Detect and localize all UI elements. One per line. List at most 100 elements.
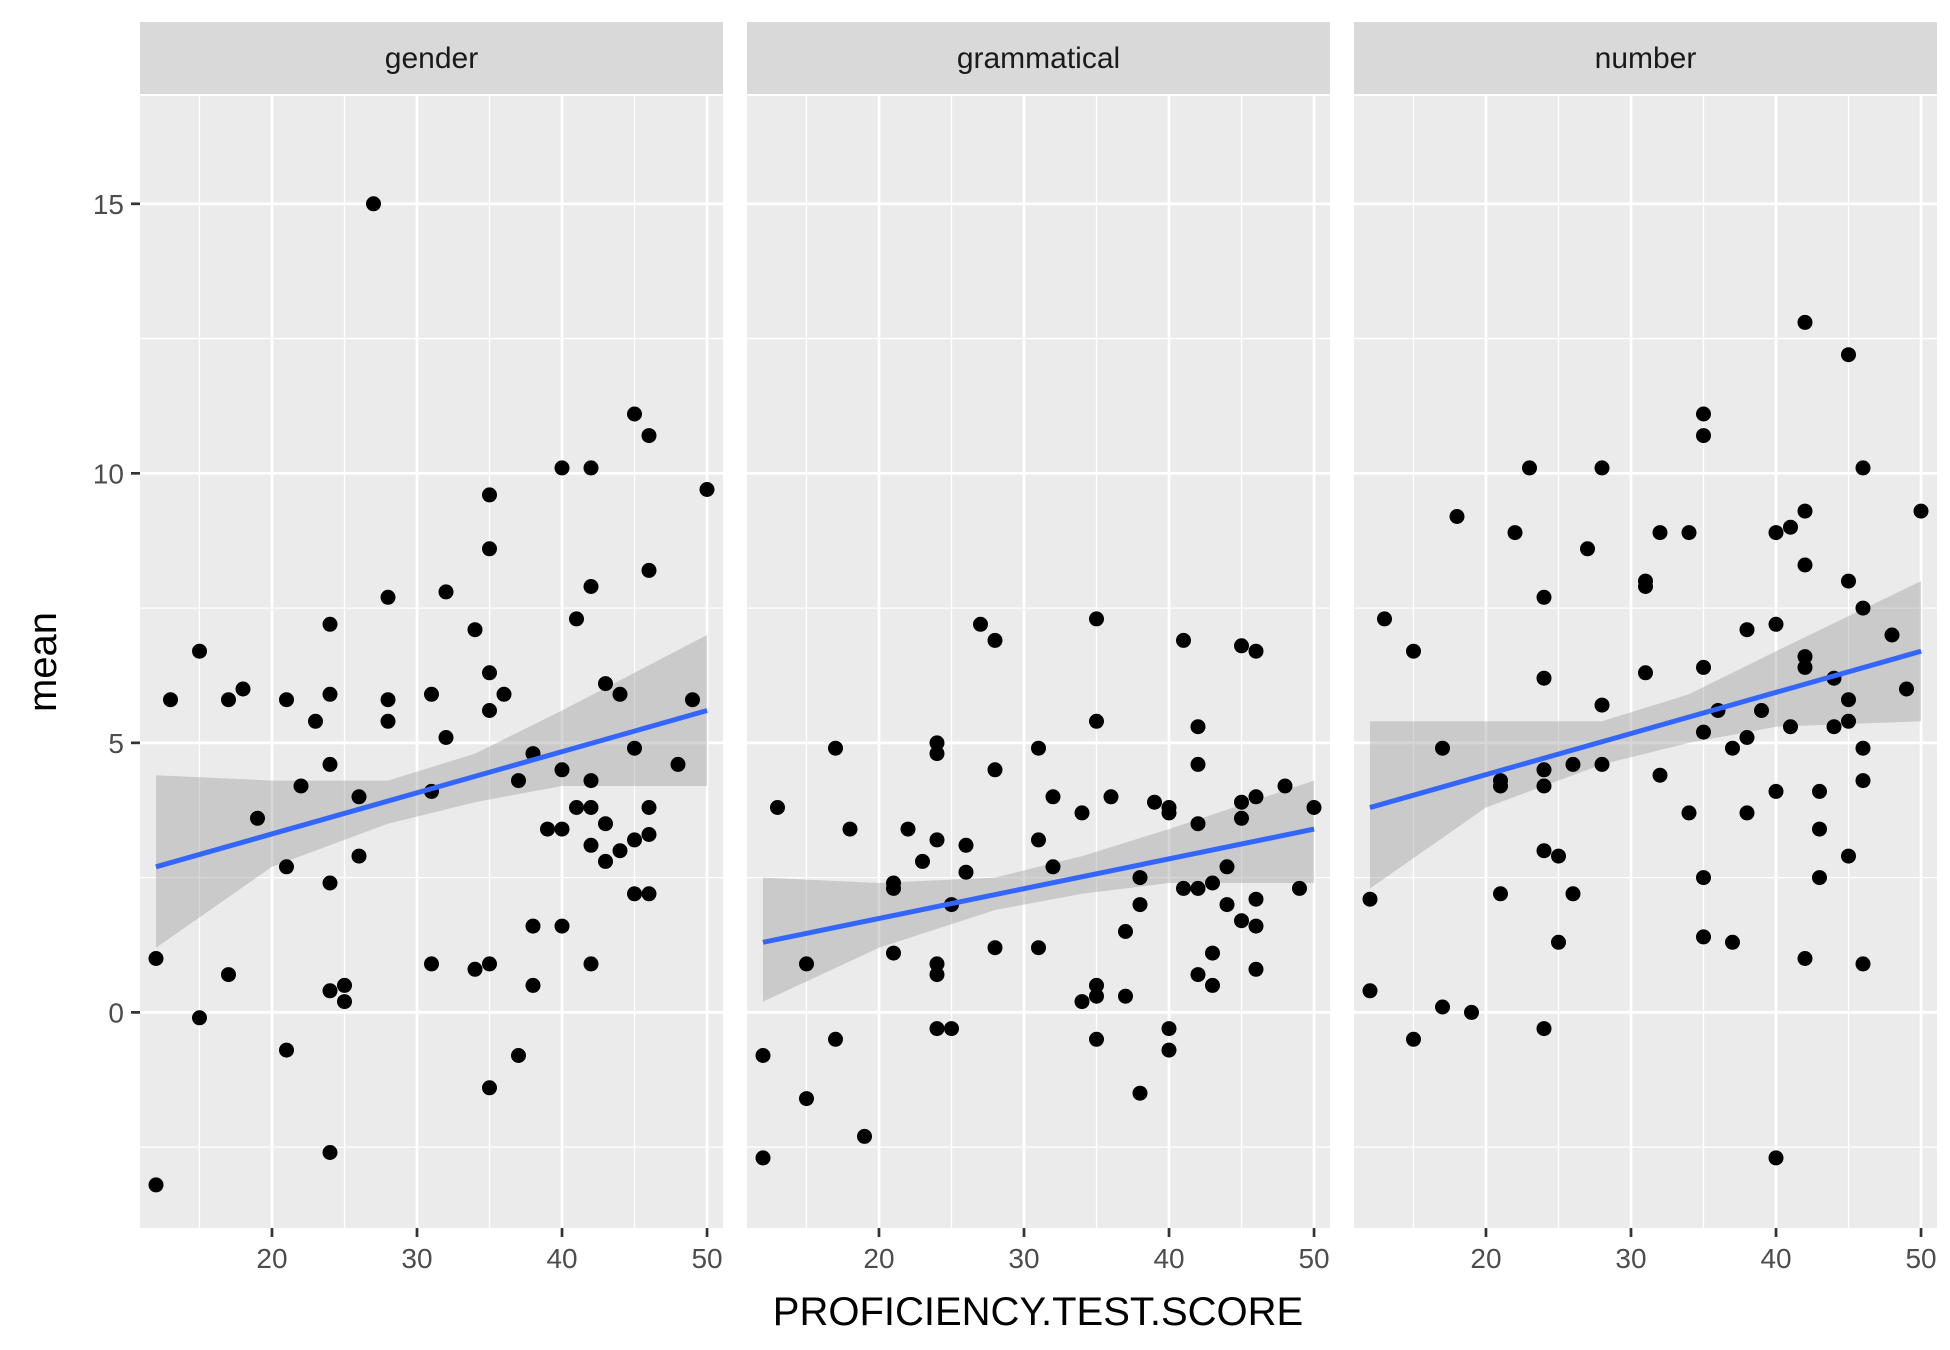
- data-point: [1522, 460, 1537, 476]
- data-point: [1161, 805, 1177, 821]
- data-point: [424, 956, 439, 972]
- data-point: [915, 853, 930, 869]
- data-point: [1219, 897, 1235, 913]
- data-point: [958, 864, 974, 880]
- data-point: [1739, 730, 1755, 745]
- data-point: [1783, 719, 1798, 735]
- data-point: [308, 713, 323, 729]
- data-point: [598, 816, 613, 832]
- data-point: [973, 616, 988, 632]
- data-point: [293, 778, 309, 794]
- data-point: [1594, 460, 1610, 476]
- facet-strip: [747, 22, 1330, 94]
- data-point: [1797, 659, 1813, 675]
- data-point: [1797, 503, 1813, 519]
- data-point: [828, 740, 843, 756]
- data-point: [987, 762, 1003, 778]
- data-point: [929, 1021, 945, 1037]
- data-point: [1493, 886, 1508, 902]
- data-point: [1190, 880, 1206, 896]
- data-point: [1074, 805, 1090, 821]
- data-point: [1248, 961, 1264, 977]
- x-tick-label: 40: [1153, 1243, 1184, 1274]
- data-point: [1176, 880, 1191, 896]
- data-point: [540, 821, 555, 837]
- data-point: [641, 562, 657, 578]
- data-point: [438, 730, 454, 745]
- data-point: [1248, 789, 1264, 805]
- data-point: [525, 977, 541, 993]
- data-point: [380, 713, 396, 729]
- data-point: [1681, 525, 1697, 541]
- data-point: [1234, 638, 1249, 654]
- confidence-ribbon: [763, 780, 1314, 1002]
- data-point: [1074, 994, 1090, 1010]
- y-tick-label: 0: [108, 997, 124, 1028]
- y-tick-label: 5: [108, 728, 124, 759]
- data-point: [221, 692, 236, 708]
- data-point: [569, 611, 584, 627]
- data-point: [482, 541, 497, 557]
- data-point: [1234, 810, 1249, 826]
- data-point: [1652, 767, 1668, 783]
- data-point: [987, 632, 1003, 648]
- data-point: [641, 428, 657, 444]
- data-point: [1205, 945, 1220, 961]
- data-point: [351, 789, 367, 805]
- data-point: [1812, 783, 1827, 799]
- data-point: [1536, 843, 1552, 859]
- data-point: [1406, 1031, 1421, 1047]
- data-point: [1449, 509, 1465, 524]
- data-point: [322, 686, 338, 702]
- data-point: [511, 773, 526, 789]
- data-point: [1696, 870, 1711, 886]
- data-point: [1536, 589, 1552, 605]
- data-point: [235, 681, 251, 697]
- data-point: [482, 665, 497, 681]
- data-point: [1841, 347, 1856, 363]
- data-point: [583, 956, 599, 972]
- data-point: [1306, 800, 1322, 815]
- data-point: [1089, 611, 1104, 627]
- data-point: [1536, 670, 1552, 686]
- regression-line: [155, 708, 708, 870]
- data-point: [1277, 778, 1293, 794]
- data-point: [583, 773, 599, 789]
- data-point: [337, 977, 352, 993]
- data-point: [886, 880, 901, 896]
- data-point: [1797, 557, 1813, 573]
- x-tick-label: 50: [1905, 1243, 1936, 1274]
- data-point: [1638, 579, 1653, 594]
- data-point: [496, 686, 512, 702]
- data-point: [482, 703, 497, 718]
- data-point: [1696, 659, 1711, 675]
- facet-strip-label: number: [1595, 42, 1697, 75]
- data-point: [366, 196, 381, 212]
- data-point: [929, 735, 945, 751]
- data-point: [1884, 627, 1900, 643]
- panel-background: [140, 96, 723, 1228]
- data-point: [1248, 643, 1264, 659]
- data-point: [583, 579, 599, 594]
- y-axis-title: mean: [21, 612, 65, 712]
- data-point: [322, 1145, 338, 1160]
- data-point: [1855, 956, 1871, 972]
- x-tick-label: 40: [1760, 1243, 1791, 1274]
- data-point: [1045, 789, 1061, 805]
- data-point: [886, 945, 901, 961]
- data-point: [1797, 649, 1813, 665]
- data-point: [1594, 697, 1610, 713]
- data-point: [1507, 525, 1523, 541]
- data-point: [1696, 724, 1711, 740]
- x-tick-label: 30: [1008, 1243, 1039, 1274]
- data-point: [221, 967, 236, 983]
- x-tick-label: 30: [1615, 1243, 1646, 1274]
- x-axis: 20 30 40 50 20 30 40 50 20 30 40 50: [256, 1228, 1937, 1274]
- facet-strip-label: grammatical: [957, 42, 1120, 75]
- y-axis: 0 5 10 15: [93, 189, 140, 1028]
- data-point: [1696, 406, 1711, 422]
- y-tick-label: 10: [93, 458, 124, 489]
- x-tick-label: 50: [1298, 1243, 1329, 1274]
- data-point: [958, 837, 974, 853]
